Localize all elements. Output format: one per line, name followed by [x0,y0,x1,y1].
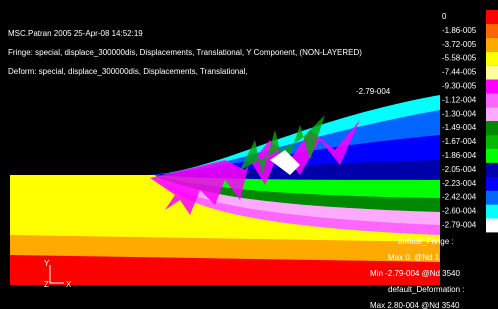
legend-swatch [486,177,498,191]
header-deform: Deform: special, displace_300000dis, Dis… [8,67,248,76]
legend-label: -2.42-004 [442,193,477,202]
header-fringe: Fringe: special, displace_300000dis, Dis… [8,48,362,57]
legend-label: -1.86-005 [442,26,477,35]
info-line: default_Deformation : [388,285,465,294]
plot-max-label: -2.79-004 [356,87,391,96]
legend-label: -2.05-004 [442,165,477,174]
legend-swatch [486,10,498,24]
legend-label: 0 [442,12,447,21]
legend-swatch [486,219,498,233]
info-line: Min -2.79-004 @Nd 3540 [370,269,461,278]
legend-swatch [486,121,498,135]
legend-swatch [486,93,498,107]
legend-label: -1.30-004 [442,109,477,118]
legend-swatch [486,163,498,177]
legend-label: -9.30-005 [442,82,477,91]
legend-label: -1.86-004 [442,151,477,160]
header-title: MSC.Patran 2005 25-Apr-08 14:52:19 [8,29,143,38]
legend-label: -7.44-005 [442,68,477,77]
legend-swatch [486,107,498,121]
legend-label: -1.12-004 [442,95,477,104]
legend-label: -1.67-004 [442,137,477,146]
legend-label: -2.60-004 [442,207,477,216]
info-line: Max 0. @Nd 1 [388,253,440,262]
legend-label: -3.72-005 [442,40,477,49]
triad-y-label: Y [44,259,50,268]
info-line: Max 2.80-004 @Nd 3540 [370,301,460,309]
triad-z-label: Z [44,280,49,289]
legend-swatch [486,24,498,38]
info-line: default_Fringe : [398,237,454,246]
legend-label: -2.23-004 [442,179,477,188]
legend-swatch [486,135,498,149]
legend-swatch [486,149,498,163]
legend-swatch [486,191,498,205]
legend-swatch [486,38,498,52]
patran-viewport: Y Z X MSC.Patran 2005 25-Apr-08 14:52:19… [0,0,498,309]
legend-label: -2.79-004 [442,221,477,230]
legend-swatch [486,66,498,80]
legend-swatch [486,52,498,66]
triad-x-label: X [66,280,72,289]
legend-swatch [486,80,498,94]
legend-swatch [486,205,498,219]
legend-label: -5.58-005 [442,54,477,63]
legend-label: -1.49-004 [442,123,477,132]
